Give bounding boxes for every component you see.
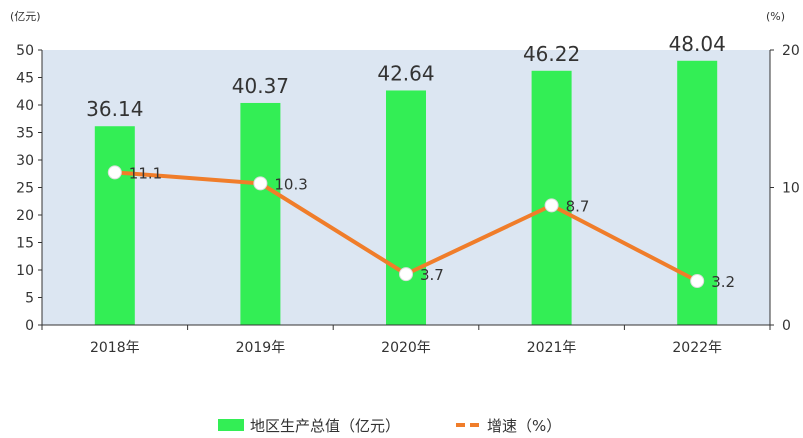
- right-tick-label: 10: [782, 181, 800, 197]
- growth-point: [544, 198, 559, 213]
- left-axis-unit: (亿元): [10, 10, 41, 23]
- bar-value-label: 40.37: [232, 74, 289, 98]
- bar: [531, 70, 572, 325]
- left-tick-label: 5: [25, 291, 34, 307]
- bar: [240, 102, 281, 325]
- bar: [386, 90, 426, 325]
- growth-point: [690, 274, 705, 288]
- left-tick-label: 45: [16, 71, 34, 87]
- growth-value-label: 10.3: [274, 175, 307, 193]
- bar: [94, 126, 135, 325]
- left-tick-label: 30: [16, 153, 34, 169]
- right-tick-label: 20: [782, 43, 800, 59]
- left-tick-label: 20: [16, 208, 34, 224]
- growth-value-label: 3.7: [420, 266, 444, 284]
- bar-value-label: 46.22: [523, 42, 580, 66]
- growth-value-label: 3.2: [711, 273, 735, 291]
- bar-value-label: 48.04: [669, 32, 726, 56]
- right-tick-label: 0: [782, 318, 791, 334]
- legend-label-bar: 地区生产总值（亿元）: [250, 417, 400, 435]
- legend-swatch-bar: [218, 419, 244, 431]
- x-tick-label: 2020年: [381, 340, 431, 356]
- bar-value-label: 42.64: [377, 61, 434, 85]
- left-tick-label: 25: [16, 181, 34, 197]
- x-tick-label: 2018年: [90, 340, 140, 356]
- legend: 地区生产总值（亿元） 增速（%）: [218, 417, 561, 435]
- growth-value-label: 8.7: [566, 197, 590, 215]
- left-tick-label: 0: [25, 318, 34, 334]
- x-tick-label: 2021年: [527, 340, 577, 356]
- bar-value-label: 36.14: [86, 97, 143, 121]
- left-tick-label: 40: [16, 98, 34, 114]
- left-tick-label: 35: [16, 126, 34, 142]
- legend-label-line: 增速（%）: [487, 417, 561, 435]
- left-tick-label: 15: [16, 236, 34, 252]
- growth-value-label: 11.1: [129, 164, 162, 182]
- x-tick-label: 2019年: [236, 340, 286, 356]
- growth-point: [253, 176, 268, 191]
- growth-point: [107, 165, 122, 180]
- x-tick-label: 2022年: [672, 340, 722, 356]
- left-tick-label: 10: [16, 263, 34, 279]
- left-tick-label: 50: [16, 43, 34, 59]
- growth-point: [399, 267, 413, 282]
- right-axis-unit: (%): [766, 10, 785, 23]
